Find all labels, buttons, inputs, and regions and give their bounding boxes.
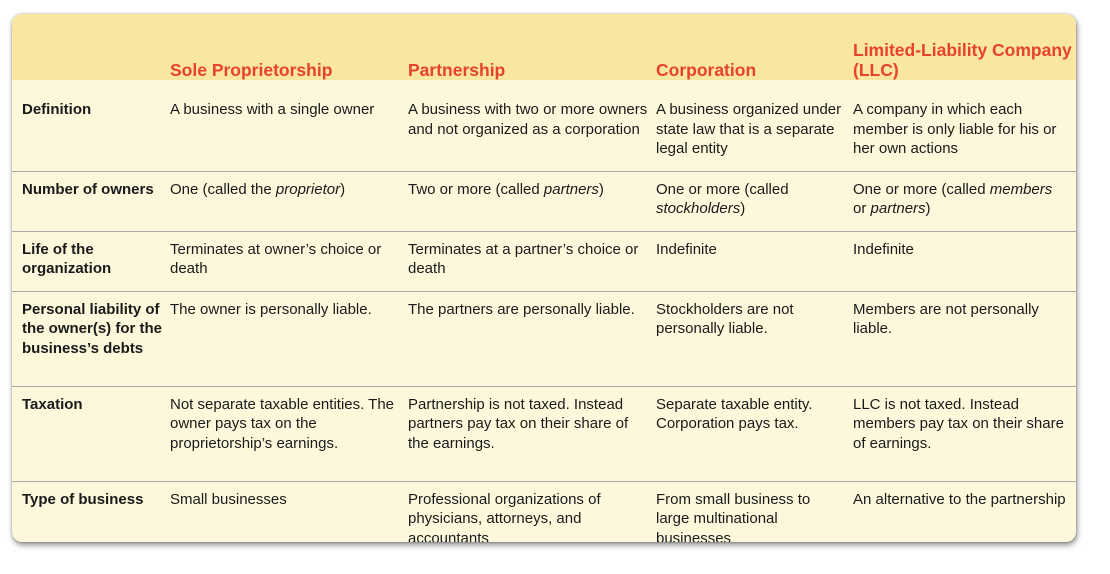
header-llc: Limited-Liability Company (LLC) xyxy=(853,40,1072,80)
table-cell: From small business to large multination… xyxy=(656,490,811,543)
table-cell: Indefinite xyxy=(656,240,717,258)
table-cell: Partnership is not taxed. Instead partne… xyxy=(408,395,629,452)
header-partnership: Partnership xyxy=(408,60,506,80)
table-cell: Professional organizations of physicians… xyxy=(408,490,601,543)
table-cell: A company in which each member is only l… xyxy=(853,101,1057,157)
header-band xyxy=(12,14,1076,80)
table-cell: One or more (called members or partners) xyxy=(853,180,1053,218)
table-cell: Indefinite xyxy=(853,240,914,258)
table-cell: Terminates at owner’s choice or death xyxy=(170,240,382,278)
table-cell: Members are not personally liable. xyxy=(853,300,1039,338)
table-cell: A business organized under state law tha… xyxy=(656,101,842,157)
corner-header xyxy=(12,14,170,92)
table-cell: Not separate taxable entities. The owner… xyxy=(170,395,395,452)
row-label: Life of the organization xyxy=(22,240,112,278)
header-sole-proprietorship: Sole Proprietorship xyxy=(170,60,333,80)
table-cell: LLC is not taxed. Instead members pay ta… xyxy=(853,395,1064,452)
table-cell: The owner is personally liable. xyxy=(170,300,372,318)
header-corporation: Corporation xyxy=(656,60,757,80)
business-forms-table: Sole Proprietorship Partnership Corporat… xyxy=(12,14,1076,542)
table-cell: Separate taxable entity. Corporation pay… xyxy=(656,395,813,433)
table-row-definition: Definition A business with a single owne… xyxy=(12,92,1076,171)
table-cell: One or more (called stockholders) xyxy=(656,180,789,218)
table-cell: A business with two or more owners and n… xyxy=(408,101,648,138)
comparison-card: Sole Proprietorship Partnership Corporat… xyxy=(12,14,1076,542)
table-cell: One (called the proprietor) xyxy=(170,180,346,198)
table-cell: The partners are personally liable. xyxy=(408,300,635,318)
table-row-taxation: Taxation Not separate taxable entities. … xyxy=(12,386,1076,481)
table-cell: Stockholders are not personally liable. xyxy=(656,300,794,338)
table-cell: Two or more (called partners) xyxy=(408,180,604,198)
row-label: Type of business xyxy=(22,490,144,508)
row-label: Definition xyxy=(22,101,92,118)
header-row: Sole Proprietorship Partnership Corporat… xyxy=(12,14,1076,92)
table-row-type-of-business: Type of business Small businesses Profes… xyxy=(12,481,1076,542)
table-row-number-of-owners: Number of owners One (called the proprie… xyxy=(12,171,1076,231)
table-row-life: Life of the organization Terminates at o… xyxy=(12,231,1076,291)
table-cell: A business with a single owner xyxy=(170,101,375,118)
row-label: Personal liability of the owner(s) for t… xyxy=(22,300,163,357)
table-cell: An alternative to the partnership xyxy=(853,490,1066,508)
table-cell: Terminates at a partner’s choice or deat… xyxy=(408,240,639,278)
row-label: Taxation xyxy=(22,395,83,413)
table-row-personal-liability: Personal liability of the owner(s) for t… xyxy=(12,291,1076,386)
row-label: Number of owners xyxy=(22,180,154,198)
table-cell: Small businesses xyxy=(170,490,287,508)
